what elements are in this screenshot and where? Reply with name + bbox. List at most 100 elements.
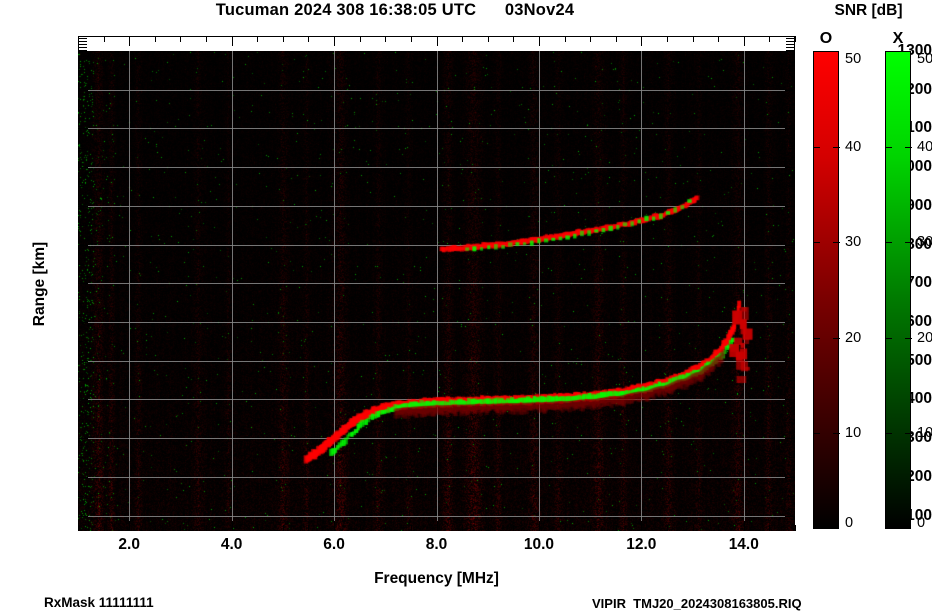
tick-bottom	[667, 525, 668, 531]
tick-right	[785, 322, 795, 323]
tick-left	[78, 380, 84, 381]
x-tick-2.0: 2.0	[118, 536, 140, 553]
tick-right	[789, 496, 795, 497]
colorbar-tick-mark	[813, 433, 820, 434]
tick-left	[78, 341, 84, 342]
tick-left	[78, 264, 84, 265]
tick-left	[78, 361, 88, 362]
tick-right	[789, 109, 795, 110]
y-tick-800: 800	[906, 235, 932, 253]
tick-top	[744, 36, 745, 46]
tick-top	[155, 36, 156, 42]
x-tick-10.0: 10.0	[523, 536, 554, 553]
tick-bottom	[513, 525, 514, 531]
tick-right	[785, 361, 795, 362]
tick-right	[789, 457, 795, 458]
tick-right-band	[786, 41, 795, 42]
colorbar-tick-mark	[885, 433, 892, 434]
x-tick-4.0: 4.0	[220, 536, 243, 553]
tick-left-band	[78, 41, 87, 42]
tick-top	[206, 36, 207, 42]
colorbar-tick-mark	[833, 147, 840, 148]
colorbar-o-mode	[813, 51, 839, 529]
tick-bottom	[769, 525, 770, 531]
tick-left	[78, 303, 84, 304]
y-tick-600: 600	[906, 312, 932, 330]
colorbar-tick-o-30: 30	[845, 234, 862, 251]
tick-right	[785, 516, 795, 517]
tick-left	[78, 457, 84, 458]
tick-bottom	[795, 525, 796, 531]
colorbar-tick-mark	[833, 338, 840, 339]
tick-right	[785, 51, 795, 52]
tick-right	[789, 380, 795, 381]
tick-left	[78, 225, 84, 226]
y-tick-500: 500	[906, 351, 932, 369]
tick-right-band	[786, 50, 795, 51]
tick-top	[539, 36, 540, 46]
y-tick-200: 200	[906, 467, 932, 485]
colorbar-tick-mark	[905, 338, 912, 339]
tick-top	[437, 36, 438, 46]
tick-right-band	[786, 47, 795, 48]
tick-left-band	[78, 44, 87, 45]
colorbar-tick-mark	[833, 433, 840, 434]
tick-right	[785, 90, 795, 91]
tick-right	[789, 419, 795, 420]
colorbar-tick-mark	[885, 147, 892, 148]
colorbar-tick-x-10: 10	[917, 425, 932, 442]
colorbar-tick-mark	[885, 242, 892, 243]
tick-bottom	[129, 521, 130, 531]
tick-top	[693, 36, 694, 42]
colorbar-tick-mark	[813, 147, 820, 148]
colorbar-x-mode-label: X	[892, 30, 904, 47]
ionogram-echo-traces	[78, 51, 795, 531]
colorbar-tick-mark	[905, 433, 912, 434]
tick-top	[590, 36, 591, 42]
tick-bottom	[641, 521, 642, 531]
tick-top	[641, 36, 642, 46]
tick-right	[789, 70, 795, 71]
tick-top	[795, 36, 796, 42]
colorbar-tick-x-50: 50	[917, 51, 932, 67]
y-axis-label: Range [km]	[31, 241, 49, 326]
tick-bottom	[155, 525, 156, 531]
tick-left	[78, 148, 84, 149]
colorbar-o-mode-label: O	[819, 30, 833, 47]
x-axis-label: Frequency [MHz]	[374, 570, 499, 587]
ionogram-plot-area[interactable]	[78, 51, 795, 531]
tick-bottom	[565, 525, 566, 531]
tick-right	[785, 245, 795, 246]
tick-right	[789, 148, 795, 149]
y-tick-300: 300	[906, 429, 932, 447]
colorbar-tick-o-40: 40	[845, 138, 862, 155]
tick-top	[718, 36, 719, 42]
tick-top	[769, 36, 770, 42]
y-tick-900: 900	[906, 196, 932, 214]
tick-left	[78, 109, 84, 110]
colorbar-tick-mark	[885, 338, 892, 339]
tick-bottom	[437, 521, 438, 531]
tick-left-band	[78, 38, 87, 39]
tick-left	[78, 438, 88, 439]
colorbar-tick-o-50: 50	[845, 51, 862, 67]
tick-right	[789, 264, 795, 265]
tick-top	[129, 36, 130, 46]
y-tick-700: 700	[906, 274, 932, 292]
tick-right	[785, 206, 795, 207]
tick-bottom	[360, 525, 361, 531]
tick-right	[785, 399, 795, 400]
colorbar-x-mode	[885, 51, 911, 529]
colorbar-tick-mark	[813, 242, 820, 243]
tick-bottom	[385, 525, 386, 531]
tick-top	[616, 36, 617, 42]
tick-right	[789, 303, 795, 304]
tick-bottom	[308, 525, 309, 531]
tick-top	[78, 36, 79, 42]
tick-bottom	[744, 521, 745, 531]
tick-bottom	[232, 521, 233, 531]
colorbar-tick-o-10: 10	[845, 425, 862, 442]
tick-left-band	[78, 47, 87, 48]
tick-bottom	[78, 525, 79, 531]
tick-top	[411, 36, 412, 42]
